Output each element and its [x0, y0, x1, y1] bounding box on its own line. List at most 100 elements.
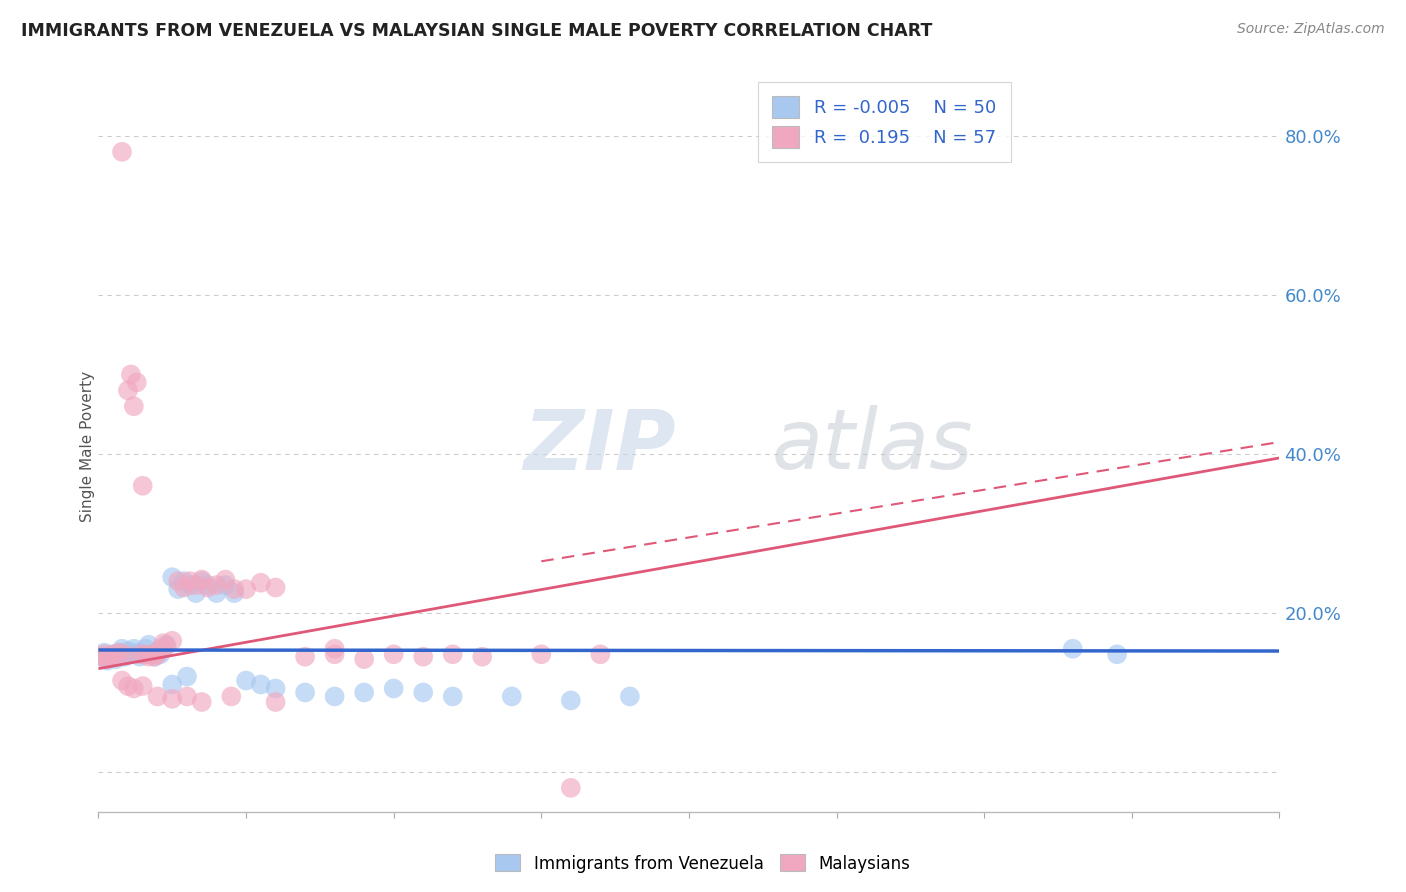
Point	[176, 669, 198, 683]
Point	[138, 649, 160, 664]
Point	[122, 681, 145, 696]
Point	[125, 646, 148, 660]
Point	[98, 649, 121, 664]
Point	[501, 690, 523, 704]
Point	[103, 648, 125, 662]
Point	[155, 638, 177, 652]
Point	[138, 638, 160, 652]
Point	[197, 578, 219, 592]
Y-axis label: Single Male Poverty: Single Male Poverty	[80, 370, 94, 522]
Point	[120, 648, 142, 662]
Point	[619, 690, 641, 704]
Point	[197, 581, 219, 595]
Point	[441, 690, 464, 704]
Point	[141, 648, 163, 662]
Point	[176, 690, 198, 704]
Point	[530, 648, 553, 662]
Point	[146, 690, 169, 704]
Point	[122, 641, 145, 656]
Point	[167, 574, 190, 589]
Point	[323, 641, 346, 656]
Point	[205, 578, 228, 592]
Point	[173, 574, 195, 589]
Point	[114, 648, 136, 662]
Point	[162, 691, 183, 706]
Point	[111, 648, 134, 662]
Text: Source: ZipAtlas.com: Source: ZipAtlas.com	[1237, 22, 1385, 37]
Point	[441, 648, 464, 662]
Point	[1107, 648, 1129, 662]
Point	[114, 649, 136, 664]
Point	[224, 586, 246, 600]
Point	[111, 145, 134, 159]
Point	[152, 636, 174, 650]
Point	[235, 673, 257, 688]
Point	[132, 479, 155, 493]
Point	[111, 641, 134, 656]
Point	[141, 648, 163, 662]
Point	[224, 582, 246, 596]
Point	[323, 690, 346, 704]
Point	[128, 648, 150, 662]
Point	[184, 578, 207, 592]
Point	[108, 646, 131, 660]
Point	[93, 648, 115, 662]
Point	[132, 679, 155, 693]
Point	[135, 641, 157, 656]
Text: ZIP: ZIP	[523, 406, 676, 486]
Point	[167, 582, 190, 596]
Point	[105, 649, 128, 664]
Point	[117, 679, 139, 693]
Point	[294, 649, 316, 664]
Point	[214, 578, 236, 592]
Point	[122, 399, 145, 413]
Point	[146, 644, 169, 658]
Point	[132, 648, 155, 662]
Point	[143, 649, 166, 664]
Point	[149, 648, 172, 662]
Point	[96, 654, 118, 668]
Point	[90, 649, 112, 664]
Point	[155, 640, 177, 654]
Point	[149, 641, 172, 656]
Point	[143, 649, 166, 664]
Point	[120, 368, 142, 382]
Point	[98, 649, 121, 664]
Point	[103, 648, 125, 662]
Point	[184, 586, 207, 600]
Point	[412, 649, 434, 664]
Point	[128, 649, 150, 664]
Point	[323, 648, 346, 662]
Point	[264, 581, 287, 595]
Point	[125, 376, 148, 390]
Text: IMMIGRANTS FROM VENEZUELA VS MALAYSIAN SINGLE MALE POVERTY CORRELATION CHART: IMMIGRANTS FROM VENEZUELA VS MALAYSIAN S…	[21, 22, 932, 40]
Point	[589, 648, 612, 662]
Point	[205, 586, 228, 600]
Point	[108, 646, 131, 660]
Point	[1062, 641, 1084, 656]
Point	[382, 681, 405, 696]
Point	[105, 652, 128, 666]
Point	[162, 570, 183, 584]
Point	[235, 582, 257, 596]
Point	[162, 677, 183, 691]
Point	[294, 685, 316, 699]
Point	[90, 649, 112, 664]
Point	[179, 578, 201, 592]
Point	[179, 574, 201, 589]
Point	[250, 575, 273, 590]
Point	[353, 685, 375, 699]
Point	[191, 574, 214, 589]
Text: atlas: atlas	[772, 406, 973, 486]
Point	[264, 681, 287, 696]
Point	[152, 641, 174, 656]
Point	[173, 581, 195, 595]
Point	[135, 648, 157, 662]
Legend: Immigrants from Venezuela, Malaysians: Immigrants from Venezuela, Malaysians	[489, 847, 917, 880]
Point	[117, 384, 139, 398]
Point	[560, 780, 582, 795]
Point	[264, 695, 287, 709]
Point	[382, 648, 405, 662]
Point	[214, 573, 236, 587]
Point	[471, 649, 494, 664]
